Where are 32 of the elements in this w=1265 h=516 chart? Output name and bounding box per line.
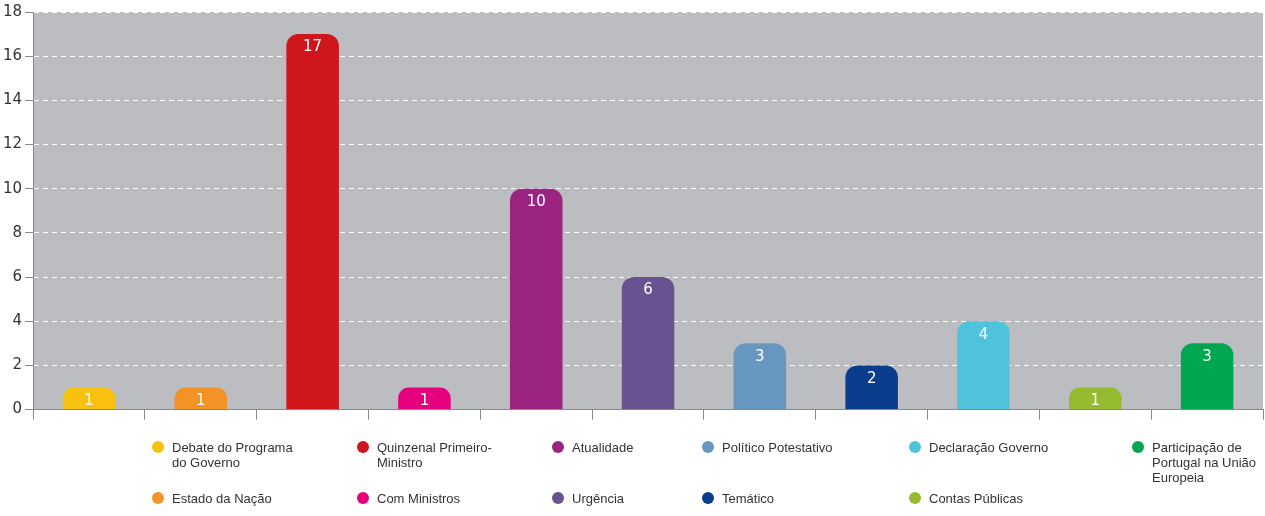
y-tick-label: 4 [12, 311, 23, 330]
y-tick-label: 12 [2, 134, 23, 153]
legend-label: Declaração Governo [929, 440, 1049, 455]
legend-label: Quinzenal Primeiro-Ministro [377, 440, 493, 470]
y-tick-label: 14 [2, 90, 23, 109]
legend-label: Com Ministros [377, 491, 461, 506]
data-label: 1 [1090, 390, 1101, 409]
legend-label: Debate do Programa do Governo [172, 440, 294, 470]
data-label: 1 [419, 390, 430, 409]
y-tick-label: 0 [12, 399, 23, 418]
y-tick-label: 2 [12, 355, 23, 374]
data-label: 3 [1202, 346, 1212, 365]
y-tick-label: 8 [12, 222, 23, 241]
data-label: 10 [526, 192, 546, 211]
y-tick-label: 6 [12, 266, 23, 285]
legend-label: Estado da Nação [172, 491, 272, 506]
y-tick-label: 10 [2, 178, 23, 197]
y-tick-label: 18 [2, 1, 23, 20]
y-tick-label: 16 [2, 46, 23, 65]
data-label: 6 [643, 280, 653, 299]
legend-label: Atualidade [572, 440, 634, 455]
data-label: 2 [866, 368, 877, 387]
legend-label: Participação de Portugal na União Europeia [1152, 440, 1257, 485]
legend-label: Político Potestativo [722, 440, 833, 455]
legend-label: Urgência [572, 491, 625, 506]
data-label: 4 [978, 324, 989, 343]
data-label: 1 [196, 390, 206, 409]
legend-label: Temático [722, 491, 775, 506]
data-label: 17 [303, 37, 323, 56]
legend-label: Contas Públicas [929, 491, 1023, 506]
data-label: 1 [84, 390, 94, 409]
data-label: 3 [755, 346, 765, 365]
